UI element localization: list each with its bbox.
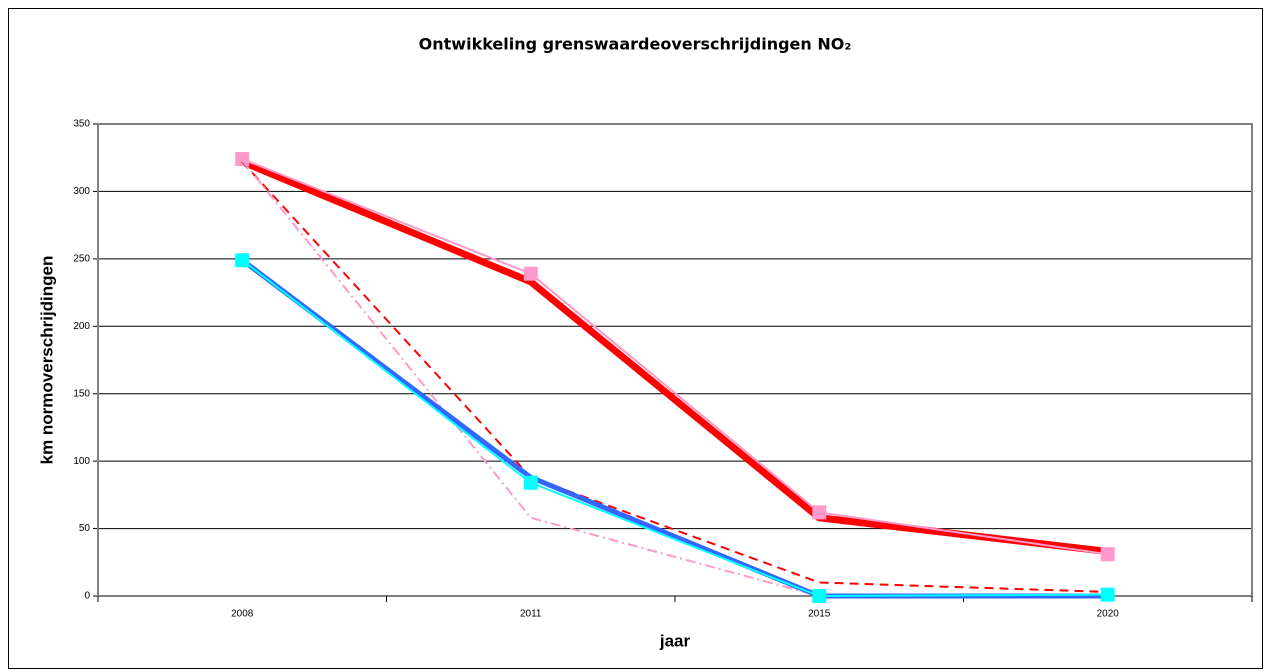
x-tick-label: 2020 [1097, 609, 1120, 620]
series-line [241, 158, 1108, 556]
chart-title: Ontwikkeling grenswaardeoverschrijdingen… [419, 35, 852, 54]
series-line [240, 158, 1109, 555]
series-marker [523, 266, 538, 281]
y-tick-label: 100 [73, 456, 90, 467]
y-tick-label: 200 [73, 321, 90, 332]
x-tick-label: 2011 [520, 609, 542, 620]
series-marker [235, 152, 250, 167]
x-tick-label: 2008 [231, 609, 254, 620]
y-tick-label: 300 [73, 186, 90, 197]
chart-border [8, 8, 1263, 669]
series-marker [812, 589, 827, 603]
y-axis-label: km normoverschrijdingen [37, 256, 56, 465]
x-tick-label: 2015 [808, 609, 831, 620]
y-tick-label: 50 [79, 523, 91, 534]
series-line [241, 259, 1108, 597]
y-tick-label: 0 [84, 591, 90, 602]
series-marker [523, 475, 538, 490]
x-axis-label: jaar [659, 631, 691, 650]
series-marker [812, 505, 827, 520]
series-line [241, 161, 1108, 593]
series-marker [1100, 587, 1115, 602]
series-marker [235, 253, 250, 268]
y-tick-label: 350 [73, 119, 90, 130]
y-tick-label: 150 [73, 388, 90, 399]
y-tick-label: 250 [73, 253, 90, 264]
series-marker [1100, 547, 1115, 562]
